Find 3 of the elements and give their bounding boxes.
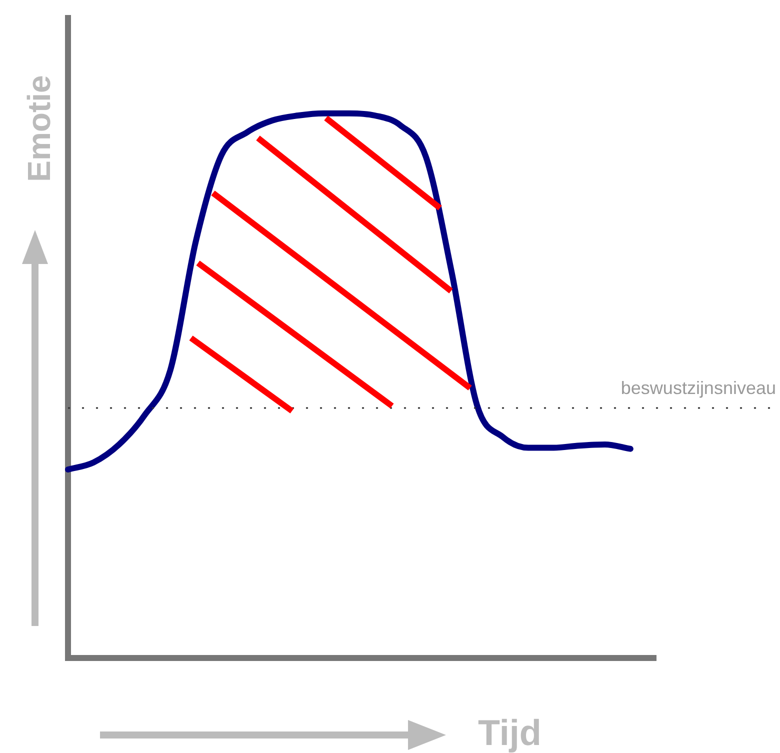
x-axis-title: Tijd bbox=[478, 712, 542, 753]
y-axis-title: Emotie bbox=[20, 74, 58, 182]
ref-line-label: beswustzijnsniveau bbox=[620, 378, 776, 398]
